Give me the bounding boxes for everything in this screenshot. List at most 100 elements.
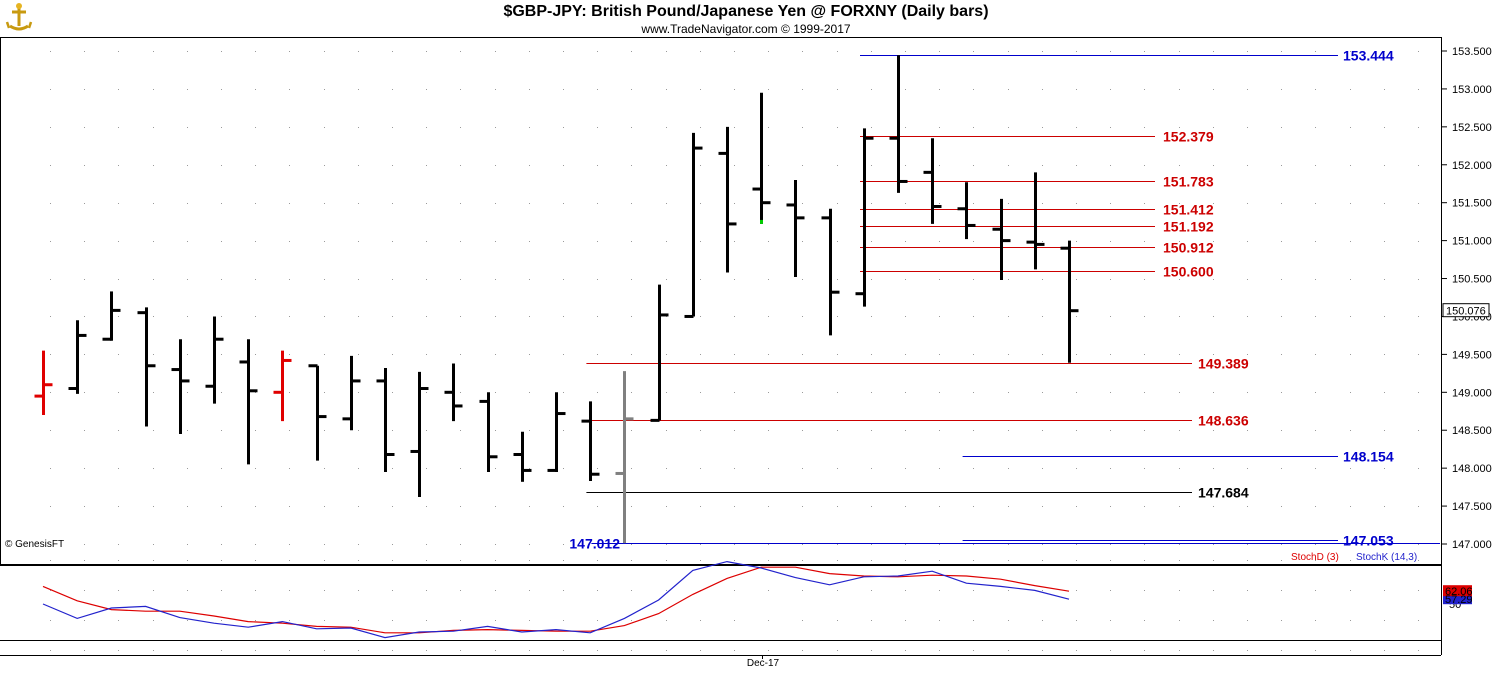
grid-dot bbox=[1076, 650, 1077, 651]
grid-dot bbox=[837, 468, 838, 469]
grid-dot bbox=[1384, 127, 1385, 128]
grid-dot bbox=[1384, 620, 1385, 621]
grid-dot bbox=[837, 544, 838, 545]
grid-dot bbox=[1008, 430, 1009, 431]
grid-dot bbox=[905, 127, 906, 128]
grid-dot bbox=[221, 354, 222, 355]
grid-dot bbox=[1179, 544, 1180, 545]
grid-dot bbox=[871, 560, 872, 561]
grid-dot bbox=[84, 392, 85, 393]
grid-dot bbox=[289, 560, 290, 561]
grid-dot bbox=[563, 560, 564, 561]
chart-subtitle: www.TradeNavigator.com © 1999-2017 bbox=[641, 22, 851, 36]
grid-dot bbox=[84, 279, 85, 280]
grid-dot bbox=[700, 506, 701, 507]
grid-dot bbox=[289, 89, 290, 90]
grid-dot bbox=[460, 468, 461, 469]
grid-dot bbox=[255, 203, 256, 204]
grid-dot bbox=[973, 620, 974, 621]
grid-dot bbox=[529, 544, 530, 545]
grid-dot bbox=[426, 279, 427, 280]
grid-dot bbox=[1110, 165, 1111, 166]
grid-dot bbox=[1144, 468, 1145, 469]
grid-dot bbox=[358, 279, 359, 280]
grid-dot bbox=[255, 392, 256, 393]
grid-dot bbox=[1008, 590, 1009, 591]
y-tick-label: 148.500 bbox=[1452, 425, 1492, 437]
grid-dot bbox=[529, 590, 530, 591]
grid-dot bbox=[768, 392, 769, 393]
grid-dot bbox=[1076, 279, 1077, 280]
grid-dot bbox=[837, 620, 838, 621]
grid-dot bbox=[939, 620, 940, 621]
grid-dot bbox=[631, 560, 632, 561]
grid-dot bbox=[255, 51, 256, 52]
grid-dot bbox=[426, 544, 427, 545]
grid-dot bbox=[392, 51, 393, 52]
grid-dot bbox=[1384, 560, 1385, 561]
grid-dot bbox=[392, 506, 393, 507]
grid-dot bbox=[1213, 51, 1214, 52]
grid-dot bbox=[597, 590, 598, 591]
grid-dot bbox=[255, 89, 256, 90]
grid-dot bbox=[426, 392, 427, 393]
grid-dot bbox=[837, 560, 838, 561]
grid-dot bbox=[118, 620, 119, 621]
grid-dot bbox=[837, 203, 838, 204]
grid-dot bbox=[905, 620, 906, 621]
date-axis[interactable]: Dec-17 bbox=[747, 655, 780, 669]
grid-dot bbox=[631, 279, 632, 280]
grid-dot bbox=[1110, 650, 1111, 651]
grid-dot bbox=[1281, 392, 1282, 393]
grid-dot bbox=[495, 590, 496, 591]
grid-dot bbox=[666, 241, 667, 242]
grid-dot bbox=[50, 468, 51, 469]
grid-dot bbox=[1384, 316, 1385, 317]
level-label: 147.053 bbox=[1343, 533, 1394, 549]
grid-dot bbox=[768, 468, 769, 469]
y-tick-label: 148.000 bbox=[1452, 463, 1492, 475]
grid-dot bbox=[153, 127, 154, 128]
grid-dot bbox=[734, 430, 735, 431]
grid-dot bbox=[1076, 89, 1077, 90]
grid-dot bbox=[50, 316, 51, 317]
grid-dot bbox=[1315, 560, 1316, 561]
level-label: 151.783 bbox=[1163, 174, 1214, 190]
grid-dot bbox=[50, 620, 51, 621]
grid-dot bbox=[495, 392, 496, 393]
grid-dot bbox=[187, 241, 188, 242]
ohlc-bar bbox=[581, 401, 600, 482]
grid-dot bbox=[666, 650, 667, 651]
grid-dot bbox=[1213, 89, 1214, 90]
grid-dot bbox=[84, 241, 85, 242]
grid-dot bbox=[1213, 430, 1214, 431]
grid-dot bbox=[153, 89, 154, 90]
grid-dot bbox=[1076, 165, 1077, 166]
price-axis[interactable]: 153.500 153.000 152.500 152.000 151.500 151.0… bbox=[1441, 46, 1492, 551]
grid-dot bbox=[905, 590, 906, 591]
grid-dot bbox=[597, 241, 598, 242]
grid-dot bbox=[1144, 51, 1145, 52]
grid-dot bbox=[1281, 560, 1282, 561]
grid-dot bbox=[666, 203, 667, 204]
grid-dot bbox=[1008, 354, 1009, 355]
grid-dot bbox=[1042, 468, 1043, 469]
grid-dot bbox=[324, 590, 325, 591]
grid-dot bbox=[563, 430, 564, 431]
grid-dot bbox=[871, 279, 872, 280]
grid-dot bbox=[939, 430, 940, 431]
grid-dot bbox=[631, 51, 632, 52]
ohlc-bar bbox=[102, 291, 121, 341]
grid-dot bbox=[1281, 544, 1282, 545]
grid-dot bbox=[973, 51, 974, 52]
grid-dot bbox=[50, 560, 51, 561]
grid-dot bbox=[529, 468, 530, 469]
grid-dot bbox=[358, 316, 359, 317]
y-tick-label: 149.500 bbox=[1452, 349, 1492, 361]
grid-dot bbox=[563, 392, 564, 393]
stoch-k-badge bbox=[1443, 596, 1472, 605]
grid-dot bbox=[597, 51, 598, 52]
chart-title: $GBP-JPY: British Pound/Japanese Yen @ F… bbox=[503, 3, 989, 20]
grid-dot bbox=[1418, 241, 1419, 242]
grid-dot bbox=[734, 506, 735, 507]
